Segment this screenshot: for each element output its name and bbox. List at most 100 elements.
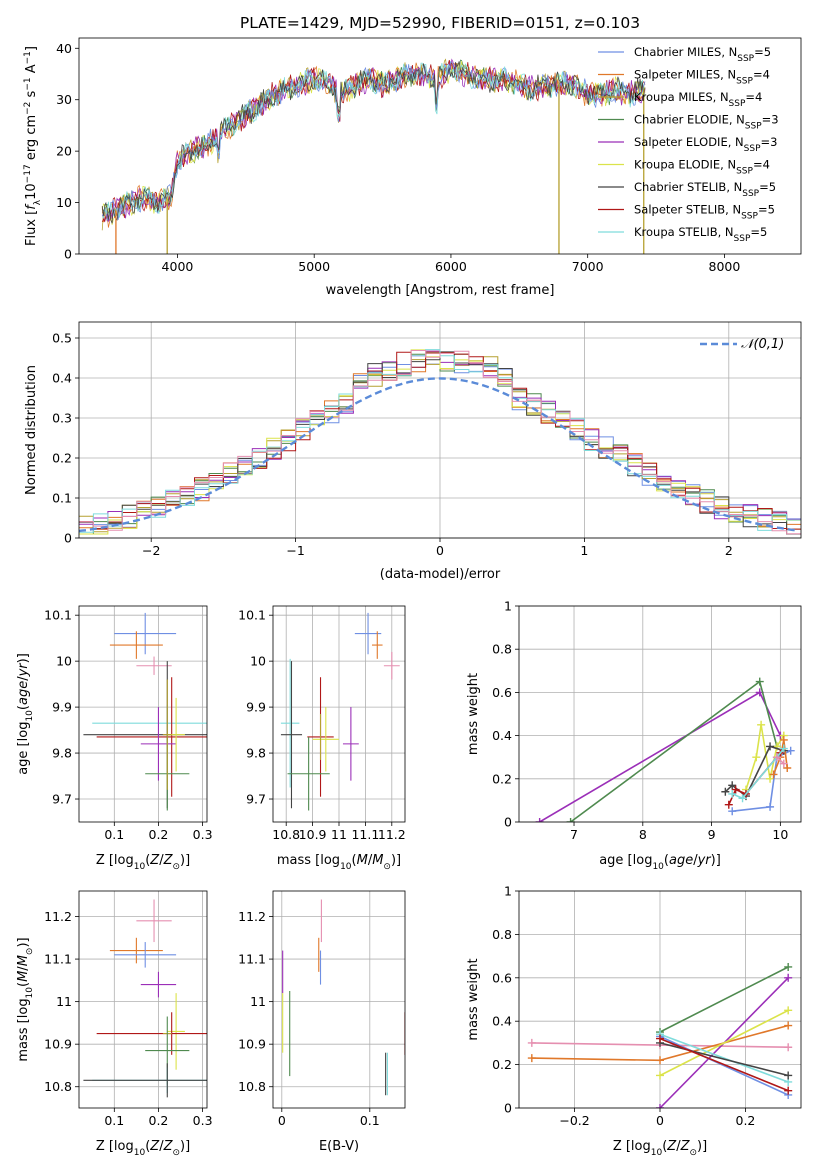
x-tick-label: 11.1	[351, 827, 379, 842]
weight-marker	[784, 962, 793, 971]
errorbar-point	[162, 679, 172, 790]
x-axis-label: Z [log10(Z/Z⊙)]	[96, 853, 190, 872]
errorbar-point	[372, 631, 383, 659]
gridlines	[79, 606, 207, 822]
weight-line	[745, 724, 785, 790]
legend-label: Kroupa MILES, NSSP=4	[634, 90, 762, 109]
gridlines	[273, 606, 405, 822]
weight-series	[772, 753, 788, 768]
weight-series	[566, 677, 781, 822]
plot-area	[282, 899, 405, 1096]
y-tick-label: 11	[56, 994, 72, 1009]
weight-series	[656, 1006, 793, 1080]
errorbar-point	[136, 899, 172, 943]
x-tick-label: 0.1	[104, 1113, 124, 1128]
figure-title: PLATE=1429, MJD=52990, FIBERID=0151, z=0…	[240, 14, 640, 32]
weight-marker	[784, 1006, 793, 1015]
weight-marker	[779, 735, 788, 744]
y-tick-label: 0.6	[492, 970, 512, 985]
x-tick-label: −2	[142, 543, 160, 558]
y-tick-label: 1	[504, 884, 512, 899]
legend: 𝒩(0,1)	[700, 337, 784, 352]
errorbar-point	[109, 631, 163, 659]
panel-weight_vs_Z: −0.2 0 0.2 0 0.2 0.4 0.6 0.8 1 Z [log10(Z/Z⊙)] mas…	[466, 884, 802, 1158]
y-tick-label: 0	[64, 531, 72, 546]
y-tick-label: 40	[56, 41, 72, 56]
y-tick-label: 11.2	[238, 909, 266, 924]
weight-marker	[766, 742, 775, 751]
weight-marker	[728, 789, 737, 798]
errorbar-point	[280, 661, 303, 809]
plot-area	[83, 612, 207, 811]
y-tick-label: 0	[504, 1101, 512, 1116]
errorbar-point	[287, 736, 330, 811]
axes-frame	[272, 890, 406, 1109]
y-tick-label: 11.1	[238, 952, 266, 967]
panel-weight_vs_age: 7 8 9 10 0 0.2 0.4 0.6 0.8 1 age [log10(age/yr)] ma…	[466, 599, 802, 872]
y-tick-label: 0.3	[52, 411, 72, 426]
x-tick-label: 10	[772, 827, 788, 842]
weight-marker	[724, 800, 733, 809]
errorbar-point	[312, 707, 339, 772]
plot-area	[79, 349, 801, 535]
legend-label: Chabrier MILES, NSSP=5	[634, 45, 771, 64]
axes-frame	[78, 321, 802, 539]
y-tick-label: 9.8	[246, 746, 266, 761]
x-axis-label: Z [log10(Z/Z⊙)]	[613, 1139, 707, 1158]
panel-mass_vs_Z: 0.1 0.2 0.3 10.8 10.9 11 11.1 11.2 Z [log10(Z/Z⊙…	[16, 890, 213, 1158]
gridlines	[79, 891, 207, 1108]
legend-label: Salpeter MILES, NSSP=4	[634, 68, 770, 87]
legend-label: Kroupa ELODIE, NSSP=4	[634, 158, 770, 177]
panel-age_vs_mass: 10.810.9 11 11.111.2 9.7 9.8 9.9 10 10.1 mass [l…	[238, 605, 406, 872]
weight-marker	[527, 1054, 536, 1063]
y-tick-label: 10.8	[44, 1079, 72, 1094]
legend-label: Salpeter ELODIE, NSSP=3	[634, 135, 777, 154]
weight-series	[728, 746, 795, 816]
legend-label: 𝒩(0,1)	[741, 337, 784, 352]
y-tick-label: 10	[250, 654, 266, 669]
errorbar-point	[114, 942, 177, 968]
legend-label: Chabrier ELODIE, NSSP=3	[634, 113, 779, 132]
y-tick-label: 11.2	[44, 909, 72, 924]
y-tick-label: 10.1	[238, 608, 266, 623]
y-tick-label: 9.9	[246, 700, 266, 715]
panel-spectrum: 4000 5000 6000 7000 8000 0 10 20 30 40 wavelength …	[23, 37, 802, 298]
weight-line	[659, 1035, 789, 1096]
axes-frame	[78, 605, 208, 823]
weight-line	[539, 691, 782, 822]
weight-series	[721, 742, 788, 801]
x-tick-label: 0.2	[736, 1113, 756, 1128]
weight-series	[741, 720, 788, 794]
y-tick-label: 10.9	[44, 1037, 72, 1052]
axes-frame	[518, 890, 802, 1109]
weight-series	[656, 962, 793, 1037]
y-tick-label: 0.4	[492, 1014, 512, 1029]
gridlines	[519, 605, 801, 823]
weight-line	[659, 1033, 789, 1083]
plot-area	[535, 677, 795, 822]
y-tick-label: 0.4	[52, 371, 72, 386]
y-tick-label: 20	[56, 144, 72, 159]
weight-series	[535, 688, 785, 822]
legend-label: Chabrier STELIB, NSSP=5	[634, 180, 776, 199]
x-axis-label: mass [log10(M/M⊙)]	[277, 853, 401, 872]
weight-line	[732, 749, 792, 812]
weight-marker	[783, 764, 792, 772]
weight-marker	[772, 753, 781, 762]
x-tick-label: 10.9	[299, 827, 327, 842]
weight-marker	[784, 1043, 793, 1052]
y-tick-label: 0.5	[52, 331, 72, 346]
gridlines	[273, 891, 405, 1108]
y-tick-label: 10.8	[238, 1079, 266, 1094]
y-tick-label: 0.4	[492, 728, 512, 743]
y-tick-label: 0.2	[492, 1057, 512, 1072]
weight-marker	[656, 1056, 664, 1065]
spectrum-line	[101, 61, 646, 224]
x-tick-label: 6000	[435, 259, 467, 274]
y-tick-label: 9.8	[52, 746, 72, 761]
y-tick-label: 0	[64, 247, 72, 262]
x-tick-label: 5000	[298, 259, 330, 274]
x-tick-label: 11	[331, 827, 347, 842]
y-tick-label: 0.1	[52, 491, 72, 506]
x-tick-label: 0.2	[149, 827, 169, 842]
